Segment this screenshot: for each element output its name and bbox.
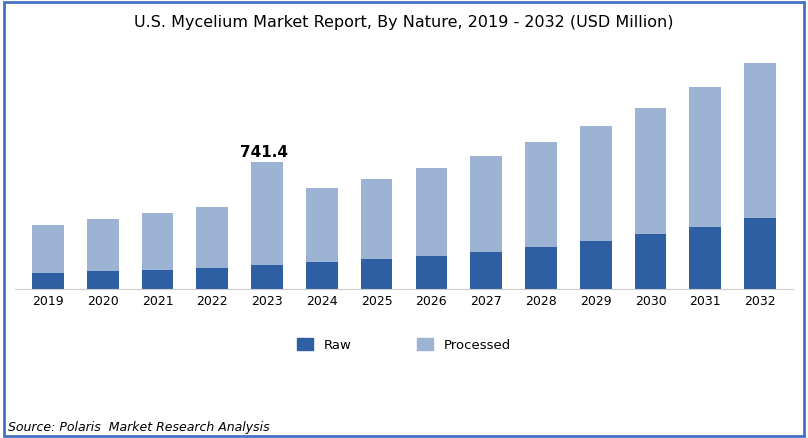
Bar (689, 87, 722, 226)
Legend: Raw, Processed: Raw, Processed (292, 333, 516, 357)
Title: U.S. Mycelium Market Report, By Nature, 2019 - 2032 (USD Million): U.S. Mycelium Market Report, By Nature, … (134, 15, 674, 30)
Bar (580, 241, 612, 289)
Text: 741.4: 741.4 (240, 145, 288, 159)
Bar (306, 187, 338, 262)
Bar (525, 247, 557, 289)
Bar (141, 270, 174, 289)
Bar (251, 162, 283, 265)
Bar (689, 226, 722, 289)
Bar (744, 63, 776, 218)
Bar (86, 272, 119, 289)
Bar (251, 265, 283, 289)
Bar (360, 259, 393, 289)
Bar (525, 142, 557, 247)
Bar (32, 225, 64, 273)
Bar (86, 219, 119, 272)
Bar (744, 218, 776, 289)
Bar (470, 252, 502, 289)
Bar (196, 268, 228, 289)
Text: Source: Polaris  Market Research Analysis: Source: Polaris Market Research Analysis (8, 420, 270, 434)
Bar (415, 167, 448, 256)
Bar (306, 262, 338, 289)
Bar (360, 179, 393, 259)
Bar (141, 213, 174, 270)
Bar (32, 273, 64, 289)
Bar (470, 155, 502, 252)
Bar (634, 234, 667, 289)
Bar (580, 127, 612, 241)
Bar (415, 256, 448, 289)
Bar (634, 109, 667, 234)
Bar (196, 207, 228, 268)
